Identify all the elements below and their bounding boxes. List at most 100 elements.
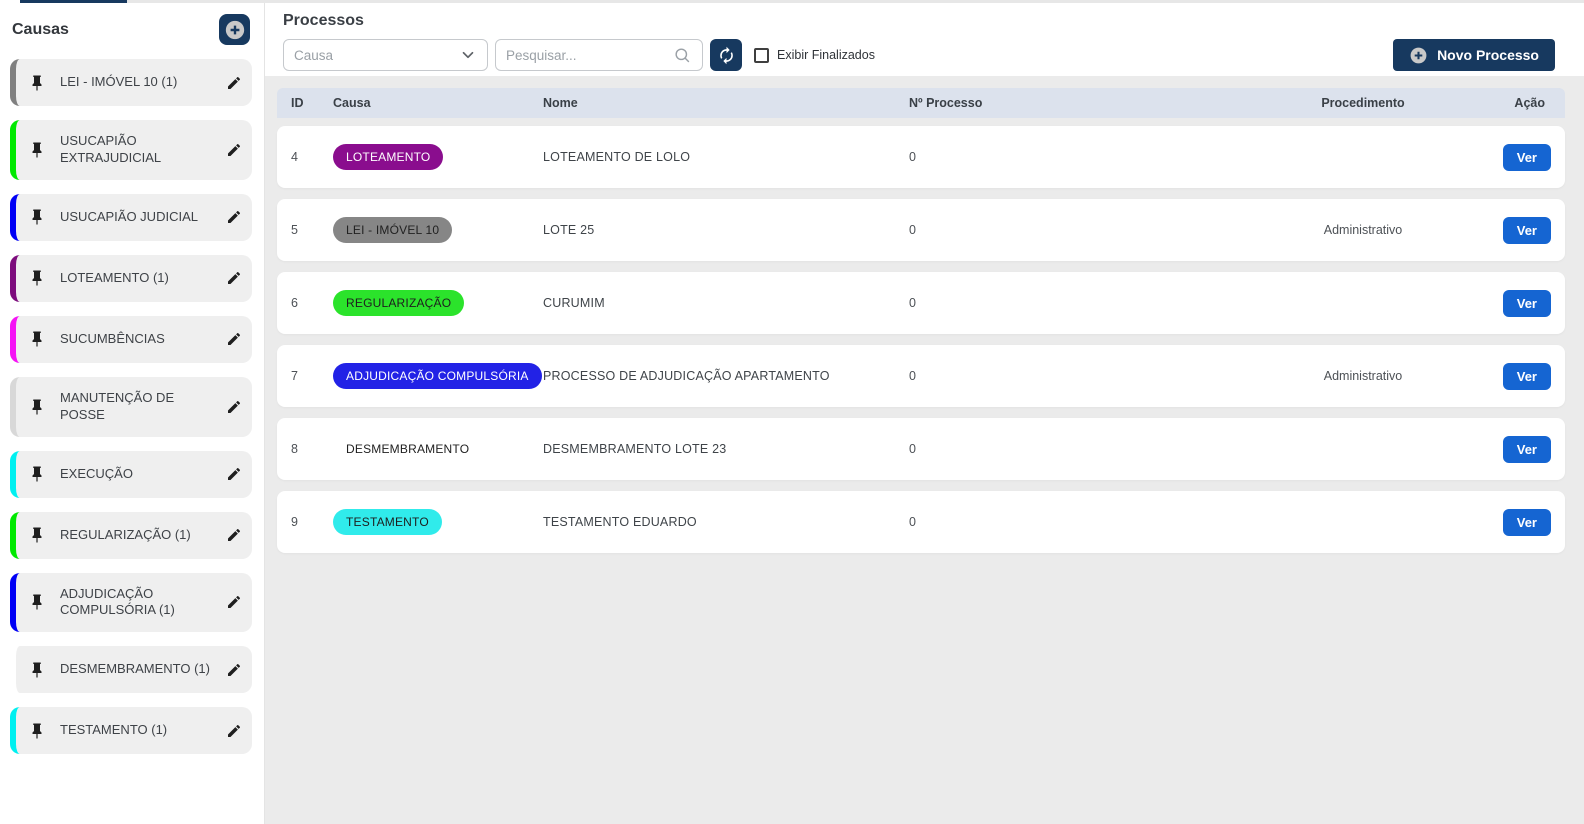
edit-pencil-icon[interactable] (226, 466, 242, 482)
ver-button[interactable]: Ver (1502, 362, 1551, 390)
header-nome: Nome (543, 96, 578, 110)
edit-pencil-icon[interactable] (226, 399, 242, 415)
cause-item-desmembramento[interactable]: DESMEMBRAMENTO (1) (10, 646, 252, 694)
row-nome: LOTEAMENTO DE LOLO (543, 150, 691, 164)
cause-item-label: TESTAMENTO (1) (60, 722, 168, 738)
header-causa: Causa (333, 96, 371, 110)
cause-item-sucumbencias[interactable]: SUCUMBÊNCIAS (10, 315, 252, 363)
sidebar-title: Causas (12, 20, 69, 38)
pushpin-icon (28, 593, 46, 611)
processes-main: Processos Causa Exibir Finalizados (265, 0, 1584, 824)
edit-pencil-icon[interactable] (226, 75, 242, 91)
cause-item-manutencao-de-posse[interactable]: MANUTENÇÃO DE POSSE (10, 376, 252, 437)
search-box (495, 39, 703, 71)
top-scrollbar-thumb[interactable] (20, 0, 127, 3)
causa-select-value: Causa (294, 47, 334, 63)
pushpin-icon (28, 465, 46, 483)
exibir-finalizados-wrap: Exibir Finalizados (754, 47, 875, 63)
row-nome: TESTAMENTO EDUARDO (543, 515, 697, 529)
cause-item-label: SUCUMBÊNCIAS (60, 330, 165, 346)
causa-badge: TESTAMENTO (333, 509, 442, 535)
table-row: 5 LEI - IMÓVEL 10 LOTE 25 0 Administrati… (277, 199, 1565, 261)
row-n-processo: 0 (909, 515, 916, 529)
cause-item-testamento[interactable]: TESTAMENTO (1) (10, 707, 252, 755)
causes-sidebar: Causas LEI - IMÓVEL 10 (1) USUCAPIÃO EXT… (0, 0, 265, 824)
table-row: 9 TESTAMENTO TESTAMENTO EDUARDO 0 Ver (277, 491, 1565, 553)
edit-pencil-icon[interactable] (226, 662, 242, 678)
cause-item-label: USUCAPIÃO EXTRAJUDICIAL (60, 133, 162, 165)
pushpin-icon (28, 722, 46, 740)
search-input[interactable] (506, 47, 666, 63)
add-cause-button[interactable] (219, 14, 250, 45)
causa-filter-select[interactable]: Causa (283, 39, 488, 71)
refresh-button[interactable] (710, 39, 742, 71)
header-id: ID (291, 96, 304, 110)
sidebar-header: Causas (10, 10, 252, 53)
pushpin-icon (28, 141, 46, 159)
plus-circle-icon (1409, 46, 1428, 64)
causa-badge: REGULARIZAÇÃO (333, 290, 465, 316)
cause-item-label: USUCAPIÃO JUDICIAL (60, 208, 198, 224)
edit-pencil-icon[interactable] (226, 594, 242, 610)
edit-pencil-icon[interactable] (226, 209, 242, 225)
edit-pencil-icon[interactable] (226, 723, 242, 739)
chevron-down-icon (462, 51, 474, 59)
row-n-processo: 0 (909, 296, 916, 310)
cause-item-execucao[interactable]: EXECUÇÃO (10, 450, 252, 498)
cause-item-adjudicacao-compulsoria[interactable]: ADJUDICAÇÃO COMPULSÓRIA (1) (10, 572, 252, 633)
edit-pencil-icon[interactable] (226, 270, 242, 286)
row-id: 6 (291, 296, 298, 310)
row-n-processo: 0 (909, 442, 916, 456)
row-id: 4 (291, 150, 298, 164)
row-nome: CURUMIM (543, 296, 605, 310)
cause-item-label: MANUTENÇÃO DE POSSE (60, 389, 175, 422)
table-row: 7 ADJUDICAÇÃO COMPULSÓRIA PROCESSO DE AD… (277, 345, 1565, 407)
ver-button[interactable]: Ver (1502, 143, 1551, 171)
cause-item-label: ADJUDICAÇÃO COMPULSÓRIA (1) (60, 585, 175, 618)
cause-item-label: DESMEMBRAMENTO (1) (60, 661, 210, 677)
ver-button[interactable]: Ver (1502, 508, 1551, 536)
causa-badge: DESMEMBRAMENTO (333, 436, 483, 462)
pushpin-icon (28, 526, 46, 544)
cause-item-label: LEI - IMÓVEL 10 (1) (60, 74, 178, 90)
row-nome: DESMEMBRAMENTO LOTE 23 (543, 442, 727, 456)
table-row: 6 REGULARIZAÇÃO CURUMIM 0 Ver (277, 272, 1565, 334)
cause-item-label: LOTEAMENTO (1) (60, 269, 169, 285)
cause-item-label: REGULARIZAÇÃO (1) (60, 526, 191, 542)
ver-button[interactable]: Ver (1502, 289, 1551, 317)
row-n-processo: 0 (909, 369, 916, 383)
cause-item-lei-imovel-10[interactable]: LEI - IMÓVEL 10 (1) (10, 59, 252, 106)
causa-badge: LEI - IMÓVEL 10 (333, 217, 453, 243)
page-title: Processos (283, 12, 364, 29)
pushpin-icon (28, 330, 46, 348)
ver-button[interactable]: Ver (1502, 216, 1551, 244)
row-n-processo: 0 (909, 223, 916, 237)
row-id: 5 (291, 223, 298, 237)
causes-list: LEI - IMÓVEL 10 (1) USUCAPIÃO EXTRAJUDIC… (10, 59, 252, 755)
edit-pencil-icon[interactable] (226, 527, 242, 543)
cause-item-regularizacao[interactable]: REGULARIZAÇÃO (1) (10, 511, 252, 559)
search-icon (675, 47, 690, 63)
refresh-sync-icon (719, 46, 733, 64)
cause-item-usucapiao-extrajudicial[interactable]: USUCAPIÃO EXTRAJUDICIAL (10, 120, 252, 180)
exibir-finalizados-checkbox[interactable] (754, 47, 769, 63)
ver-button[interactable]: Ver (1502, 435, 1551, 463)
cause-item-loteamento[interactable]: LOTEAMENTO (1) (10, 254, 252, 302)
header-procedimento: Procedimento (1321, 96, 1405, 110)
top-scrollbar-track (20, 0, 1584, 3)
main-toolbar: Processos Causa Exibir Finalizados (265, 0, 1584, 76)
row-id: 9 (291, 515, 298, 529)
edit-pencil-icon[interactable] (226, 331, 242, 347)
cause-item-usucapiao-judicial[interactable]: USUCAPIÃO JUDICIAL (10, 193, 252, 241)
table-header-row: ID Causa Nome Nº Processo Procedimento A… (277, 88, 1565, 118)
table-row: 4 LOTEAMENTO LOTEAMENTO DE LOLO 0 Ver (277, 126, 1565, 188)
filter-row: Causa Exibir Finalizados Novo Pro (283, 39, 1555, 71)
table-row: 8 DESMEMBRAMENTO DESMEMBRAMENTO LOTE 23 … (277, 418, 1565, 480)
cause-item-label: EXECUÇÃO (60, 465, 133, 481)
novo-processo-button[interactable]: Novo Processo (1393, 39, 1555, 71)
row-id: 8 (291, 442, 298, 456)
edit-pencil-icon[interactable] (226, 142, 242, 158)
row-nome: PROCESSO DE ADJUDICAÇÃO APARTAMENTO (543, 369, 830, 383)
pushpin-icon (28, 269, 46, 287)
